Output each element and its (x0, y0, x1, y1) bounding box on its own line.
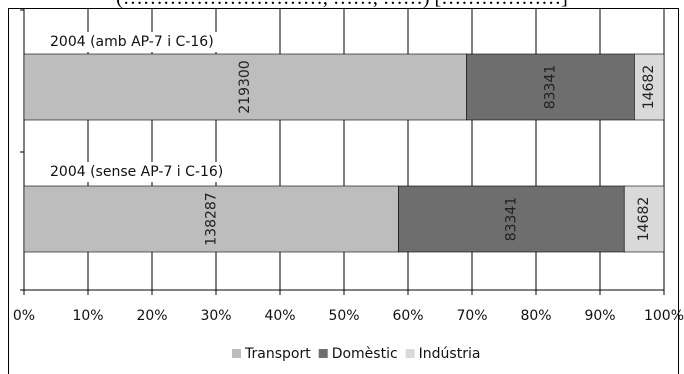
legend-swatch-industry (405, 349, 415, 358)
x-tick-label: 50% (328, 308, 359, 324)
legend-label-industry: Indústria (419, 346, 481, 362)
x-tick-label: 90% (584, 308, 615, 324)
x-tick-label: 70% (456, 308, 487, 324)
x-tick-label: 40% (264, 308, 295, 324)
x-tick-label: 30% (200, 308, 231, 324)
category-label: 2004 (sense AP-7 i C-16) (50, 164, 223, 180)
data-label-domestic: 83341 (503, 197, 519, 242)
data-label-transport: 138287 (203, 192, 219, 245)
data-label-industry: 14682 (636, 197, 652, 242)
x-tick-label: 80% (520, 308, 551, 324)
bar-segment-transport (23, 53, 467, 121)
legend-label-domestic: Domèstic (332, 346, 398, 362)
x-tick-label: 100% (644, 308, 684, 324)
data-label-transport: 219300 (237, 60, 253, 113)
bar-segment-domestic (466, 53, 635, 121)
x-tick-label: 60% (392, 308, 423, 324)
category-label-bg (48, 162, 228, 182)
legend-label-transport: Transport (244, 346, 311, 362)
data-label-industry: 14682 (641, 65, 657, 110)
category-label-bg (48, 32, 218, 52)
category-label: 2004 (amb AP-7 i C-16) (50, 34, 214, 50)
bar-segment-industry (623, 185, 665, 253)
legend-swatch-transport (232, 349, 241, 358)
legend-swatch-domestic (318, 349, 328, 358)
bar-segment-industry (634, 53, 665, 121)
x-tick-label: 20% (136, 308, 167, 324)
bar-segment-domestic (398, 185, 625, 253)
x-tick-label: 10% (72, 308, 103, 324)
bar-segment-transport (23, 185, 399, 253)
header-fragment: (…………………………, ……, ……) [………………] (0, 0, 684, 10)
data-label-domestic: 83341 (542, 65, 558, 110)
x-tick-label: 0% (13, 308, 35, 324)
